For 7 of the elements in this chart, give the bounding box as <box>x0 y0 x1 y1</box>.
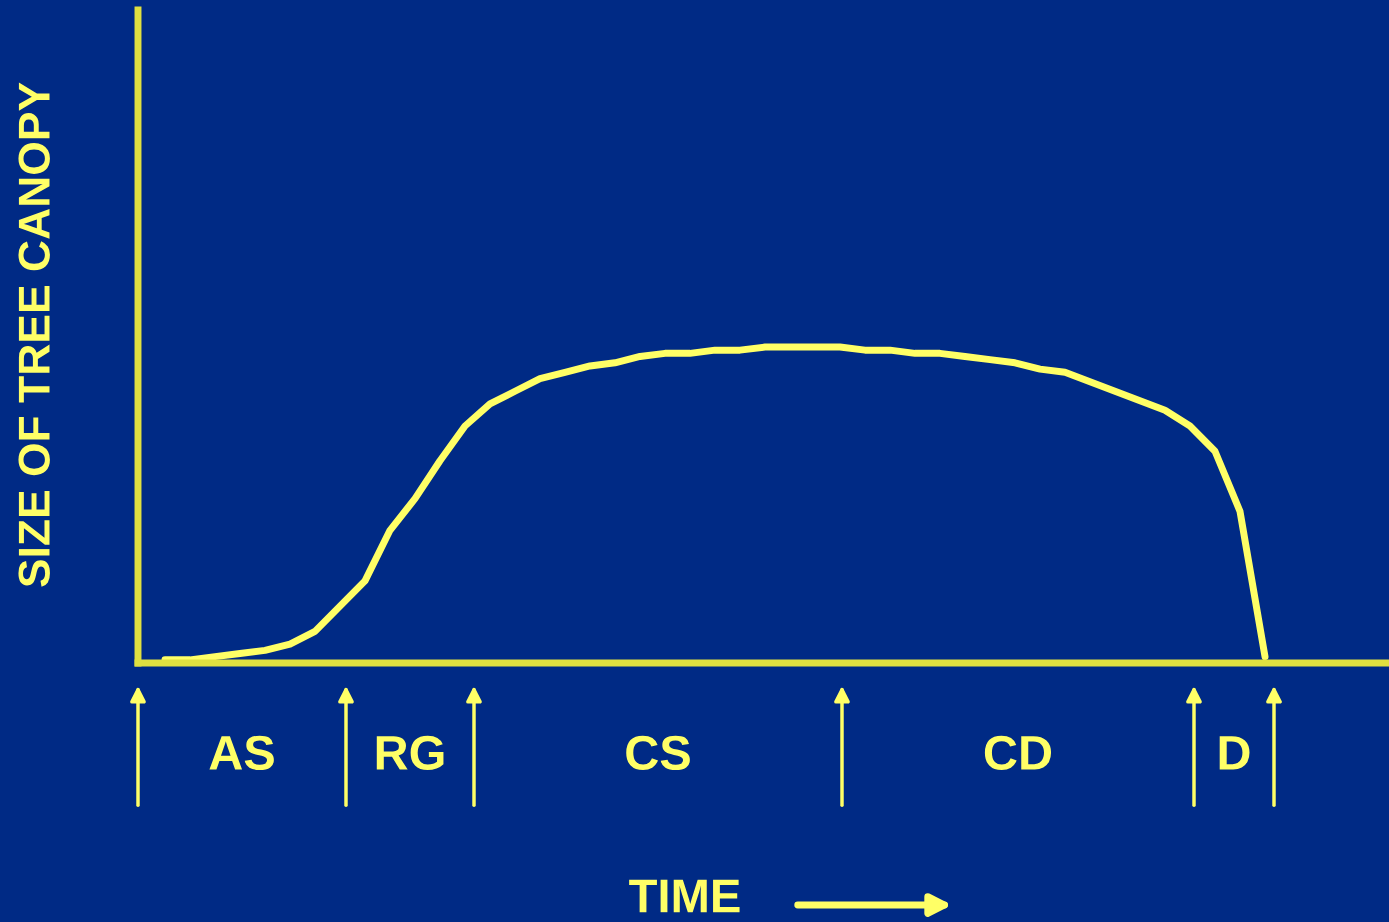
text: CD <box>984 735 1052 771</box>
text: RG <box>376 735 444 771</box>
x-axis-title: TIME <box>629 879 740 913</box>
text: D <box>1219 736 1250 770</box>
text: AS <box>209 735 274 771</box>
text: CS <box>626 735 690 771</box>
y-axis-title: SIZE OF TREE CANOPY <box>18 82 50 587</box>
